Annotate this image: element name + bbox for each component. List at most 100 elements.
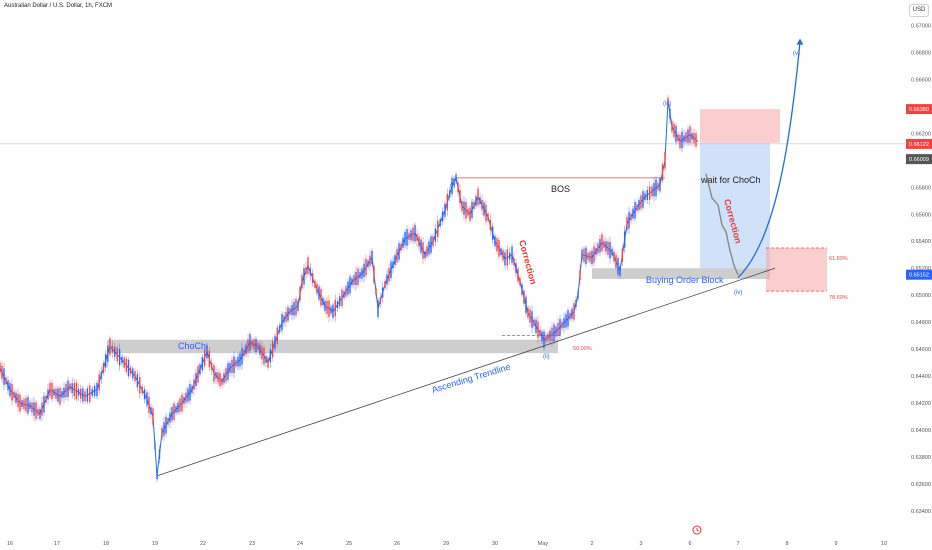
candle-body (265, 356, 267, 363)
candle-body (114, 346, 116, 357)
candle-body (648, 186, 651, 200)
candle-body (231, 359, 233, 374)
candle-body (134, 371, 136, 382)
candle-body (322, 298, 324, 306)
wave-iii-label: (iii) (663, 101, 671, 107)
candle-body (305, 267, 307, 275)
candle-body (5, 377, 7, 385)
candle-body (31, 402, 33, 413)
candle-body (82, 388, 84, 402)
candle-body (398, 243, 400, 260)
candle-body (195, 372, 197, 387)
candle-body (73, 382, 75, 397)
candle-body (183, 397, 185, 404)
candle-body (118, 348, 121, 366)
x-tick-label: 17 (54, 541, 60, 547)
target-zone (700, 109, 780, 143)
x-tick-label: 24 (297, 541, 303, 547)
y-tick-label: 0.63600 (911, 482, 931, 488)
candle-body (129, 367, 132, 375)
candle-body (343, 291, 345, 299)
candle-body (483, 202, 485, 216)
candle-body (477, 188, 479, 205)
candle-body (523, 290, 525, 304)
candle-body (223, 373, 225, 384)
candle-body (555, 326, 557, 337)
candle-body (65, 384, 67, 398)
candle-body (677, 134, 679, 142)
candle-body (93, 385, 96, 396)
candle-body (107, 345, 109, 362)
candle-body (485, 204, 487, 222)
candle-body (494, 236, 496, 247)
candle-body (527, 307, 529, 318)
candle-body (289, 308, 291, 315)
candle-body (491, 226, 494, 240)
candle-body (587, 252, 589, 260)
candle-body (173, 403, 175, 420)
candle-body (585, 247, 587, 265)
y-tick-label: 0.66600 (911, 77, 931, 83)
candle-body (388, 268, 390, 282)
currency-button[interactable]: USD (909, 4, 929, 17)
price-badge (906, 154, 932, 165)
candle-body (664, 152, 666, 169)
x-tick-label: 6 (688, 541, 691, 547)
candle-body (428, 241, 430, 255)
candle-body (35, 402, 37, 419)
candle-body (181, 394, 183, 412)
timer-icon[interactable] (692, 525, 702, 535)
candle-body (375, 288, 377, 295)
candle-body (148, 396, 150, 414)
candle-body (453, 178, 455, 186)
candle-body (539, 329, 541, 337)
candle-body (3, 368, 5, 385)
candle-body (640, 195, 642, 209)
candle-body (91, 388, 93, 396)
candle-body (37, 408, 39, 416)
x-tick-label: 10 (881, 541, 887, 547)
candle-body (630, 213, 632, 221)
price-badge-label: 0.66122 (909, 142, 929, 148)
candle-body (102, 363, 105, 374)
candle-body (285, 311, 287, 322)
candle-body (371, 250, 373, 265)
candle-body (531, 311, 533, 328)
candle-body (349, 276, 351, 294)
candle-body (136, 374, 139, 388)
wave-iv-label: (iv) (734, 290, 742, 296)
candle-body (283, 316, 285, 323)
candle-body (463, 201, 465, 215)
candle-body (163, 422, 165, 436)
candle-body (332, 304, 334, 318)
candle-body (479, 197, 481, 205)
candle-body (424, 251, 426, 259)
candle-body (646, 189, 649, 200)
candle-body (689, 126, 691, 143)
candle-body (213, 365, 215, 382)
candle-body (669, 108, 671, 119)
candle-body (579, 269, 581, 280)
choch-zone (108, 339, 558, 354)
candle-body (96, 382, 98, 397)
candle-body (276, 327, 279, 344)
candle-body (259, 344, 261, 355)
candle-body (49, 382, 51, 397)
candle-body (353, 275, 355, 286)
candle-body (473, 202, 475, 209)
candle-body (651, 186, 653, 197)
candle-body (543, 331, 545, 348)
candle-body (210, 362, 213, 370)
x-tick-label: 3 (639, 541, 642, 547)
candle-body (299, 287, 301, 301)
candle-body (127, 359, 130, 377)
candle-body (179, 398, 181, 412)
x-axis: 16 17 18 19 22 23 24 25 26 29 30 May 2 3 6 7 8 9 10 (7, 541, 887, 547)
candle-body (471, 201, 473, 219)
ascending-trendline[interactable] (156, 267, 776, 477)
candle-body (515, 263, 517, 274)
price-badge-label: 0.66009 (909, 157, 929, 163)
wave-i-label: (i) (450, 183, 455, 189)
